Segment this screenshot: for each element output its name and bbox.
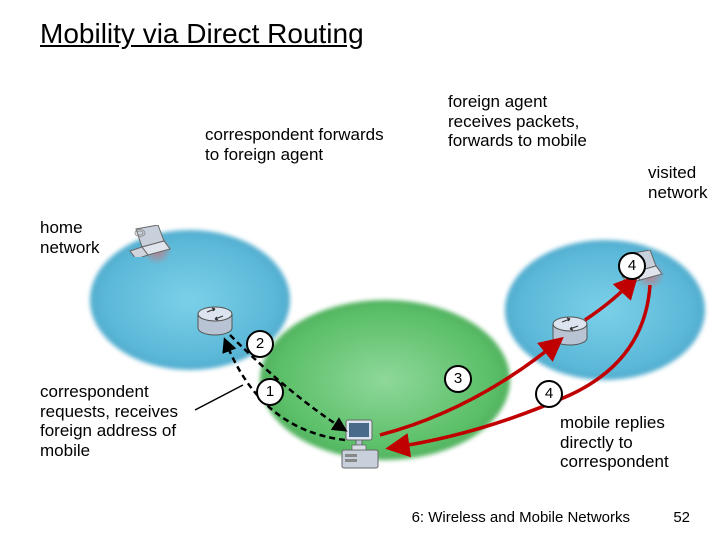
step-1-badge: 1 bbox=[256, 378, 284, 406]
wan-cloud bbox=[260, 300, 510, 460]
label-correspondent-requests: correspondentrequests, receivesforeign a… bbox=[40, 382, 178, 460]
label-foreign-receives: foreign agentreceives packets,forwards t… bbox=[448, 92, 587, 151]
visited-network-cloud bbox=[505, 240, 705, 380]
step-3-badge: 3 bbox=[444, 365, 472, 393]
label-correspondent-forwards: correspondent forwardsto foreign agent bbox=[205, 125, 384, 164]
footer-page: 52 bbox=[673, 509, 690, 526]
visited-router-icon bbox=[550, 312, 590, 352]
home-laptop-icon bbox=[128, 225, 172, 257]
step-4-lower-badge: 4 bbox=[535, 380, 563, 408]
correspondent-icon bbox=[340, 418, 380, 470]
home-router-icon bbox=[195, 302, 235, 342]
label-mobile-replies: mobile repliesdirectly tocorrespondent bbox=[560, 413, 669, 472]
step-2-badge: 2 bbox=[246, 330, 274, 358]
slide-title: Mobility via Direct Routing bbox=[40, 18, 364, 50]
footer-chapter: 6: Wireless and Mobile Networks bbox=[412, 509, 630, 526]
label-home-network: homenetwork bbox=[40, 218, 100, 257]
step-4-upper-badge: 4 bbox=[618, 252, 646, 280]
label-visited-network: visitednetwork bbox=[648, 163, 708, 202]
